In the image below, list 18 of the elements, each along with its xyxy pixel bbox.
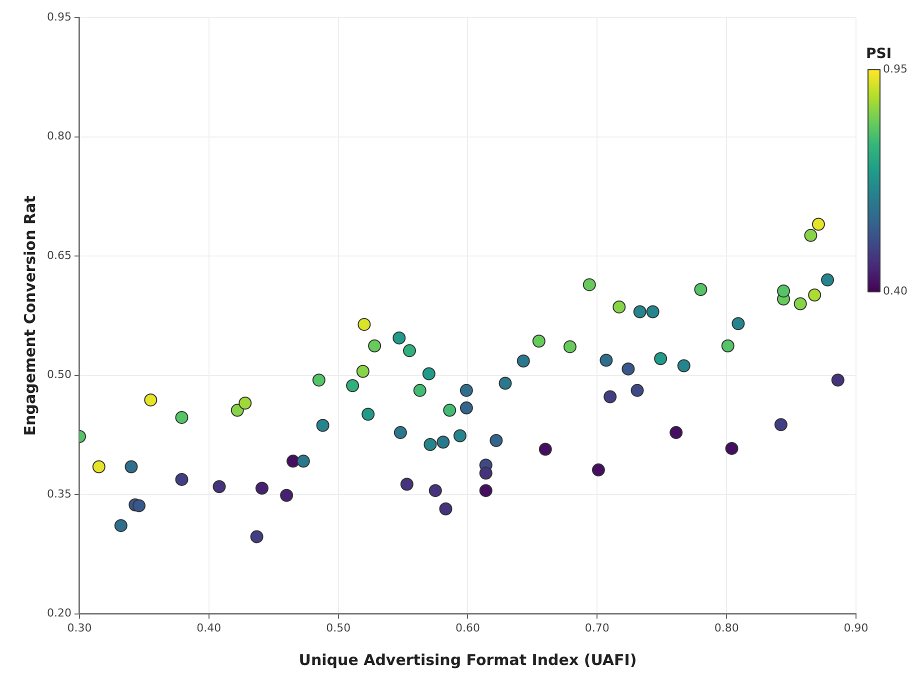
x-tick-label: 0.40 <box>196 621 222 634</box>
x-tick-label: 0.80 <box>714 621 739 634</box>
x-tick-label: 0.70 <box>584 621 610 634</box>
y-axis-title: Engagement Conversion Rat <box>20 196 39 436</box>
y-tick-label: 0.65 <box>46 248 72 262</box>
y-tick-label: 0.95 <box>46 10 72 24</box>
x-axis-title: Unique Advertising Format Index (UAFI) <box>298 650 637 669</box>
x-tick-label: 0.90 <box>844 621 868 634</box>
y-tick-label: 0.80 <box>46 130 72 143</box>
color-bar-label: 0.95 <box>883 62 908 76</box>
y-tick-label: 0.50 <box>46 368 72 382</box>
x-tick-label: 0.30 <box>67 621 92 634</box>
y-tick-label: 0.20 <box>46 606 72 620</box>
y-tick-label: 0.35 <box>46 487 72 500</box>
x-tick-label: 0.60 <box>455 621 480 634</box>
color-bar-label: 0.40 <box>883 284 908 298</box>
x-tick-label: 0.50 <box>326 621 351 634</box>
color-bar-title: PSI <box>866 46 892 62</box>
